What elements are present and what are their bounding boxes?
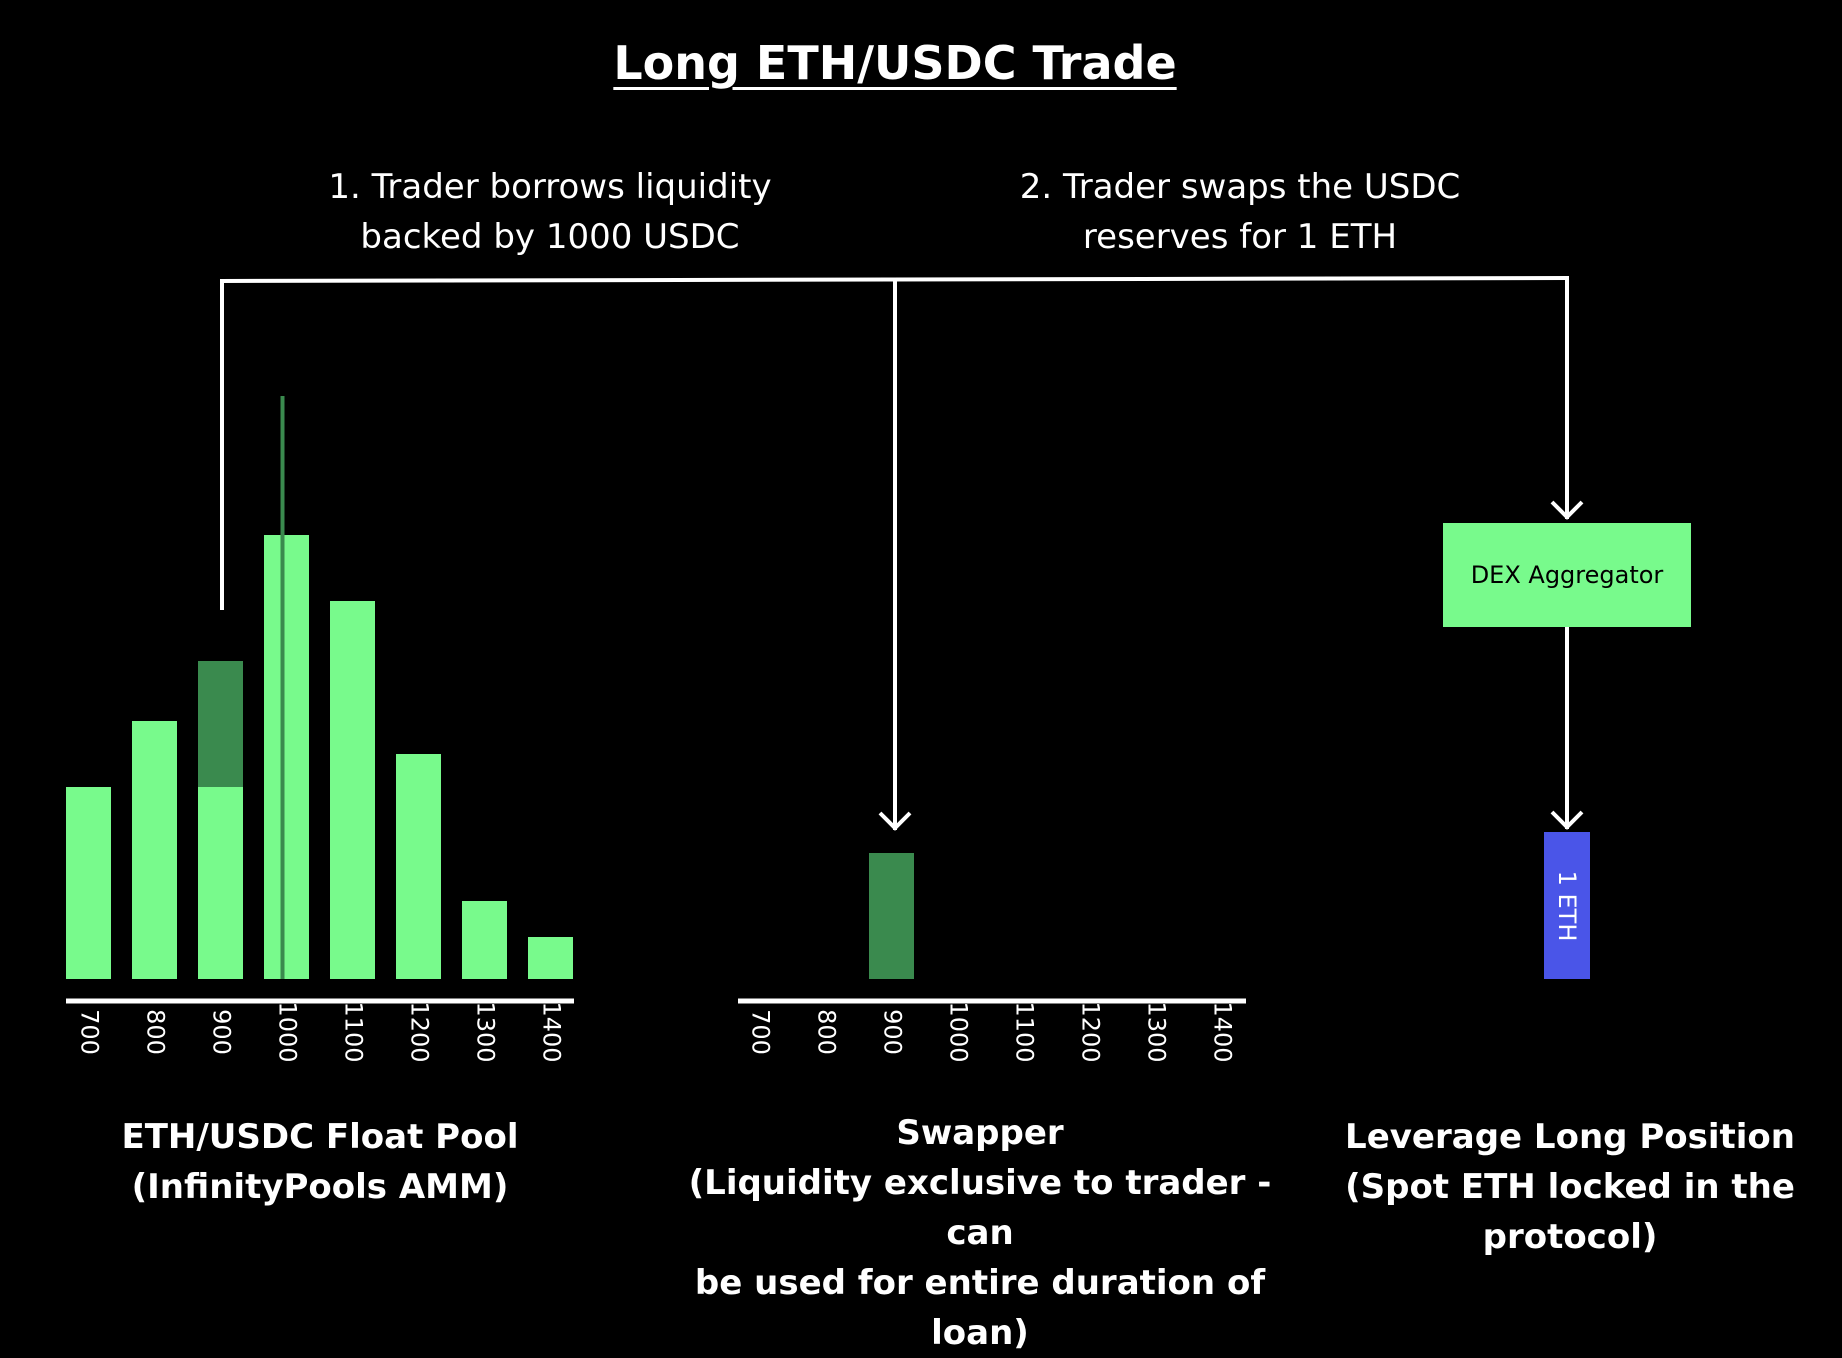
- tick-label-1100: 1100: [1011, 1001, 1039, 1062]
- pool-caption: ETH/USDC Float Pool (InfinityPools AMM): [121, 1117, 519, 1207]
- tick-label-1400: 1400: [1209, 1001, 1237, 1062]
- tick-label-1400: 1400: [538, 1001, 566, 1062]
- tick-label-900: 900: [879, 1009, 907, 1055]
- tick-label-1000: 1000: [274, 1001, 302, 1062]
- eth-token-box: 1 ETH: [1544, 832, 1590, 979]
- tick-label-1200: 1200: [1077, 1001, 1105, 1062]
- bar-liquidity-800: [132, 721, 177, 979]
- bar-liquidity-1000: [264, 535, 309, 979]
- tick-label-700: 700: [747, 1009, 775, 1055]
- tick-label-1000: 1000: [945, 1001, 973, 1062]
- bar-liquidity-1300: [462, 901, 507, 979]
- bar-liquidity-900: [198, 787, 243, 979]
- swapper-caption: Swapper (Liquidity exclusive to trader -…: [688, 1113, 1272, 1353]
- step-1-label: 1. Trader borrows liquidity backed by 10…: [328, 167, 772, 257]
- diagram-svg: 700 800 900 1000 1100 1200 1300 1400 700 800 900 1…: [66, 275, 1584, 1063]
- swapper-arrow-head: [878, 811, 912, 831]
- dex-aggregator-box: DEX Aggregator: [1443, 523, 1691, 627]
- bar-liquidity-1400: [528, 937, 573, 979]
- swapper-chart: 700 800 900 1000 1100 1200 1300 1400: [738, 853, 1246, 1063]
- step-2-label: 2. Trader swaps the USDC reserves for 1 …: [1019, 167, 1461, 257]
- bar-liquidity-1100: [330, 601, 375, 979]
- tick-label-900: 900: [208, 1009, 236, 1055]
- tick-label-800: 800: [813, 1009, 841, 1055]
- bar-borrowed-900: [198, 661, 243, 787]
- dex-aggregator-label: DEX Aggregator: [1470, 561, 1664, 589]
- tick-label-1300: 1300: [1143, 1001, 1171, 1062]
- leverage-caption: Leverage Long Position (Spot ETH locked …: [1345, 1117, 1795, 1257]
- tick-label-1100: 1100: [340, 1001, 368, 1062]
- eth-arrow-head: [1550, 810, 1584, 830]
- tick-label-1200: 1200: [406, 1001, 434, 1062]
- pool-chart: 700 800 900 1000 1100 1200 1300 1400: [66, 396, 574, 1063]
- tick-label-1300: 1300: [472, 1001, 500, 1062]
- bar-borrowed-900: [869, 853, 914, 979]
- tick-label-800: 800: [142, 1009, 170, 1055]
- bar-liquidity-1200: [396, 754, 441, 979]
- bar-liquidity-700: [66, 787, 111, 979]
- tick-label-700: 700: [76, 1009, 104, 1055]
- page-title: Long ETH/USDC Trade: [613, 36, 1177, 90]
- eth-token-label: 1 ETH: [1553, 870, 1581, 941]
- diagram-canvas: 700 800 900 1000 1100 1200 1300 1400 700 800 900 1…: [66, 36, 1795, 1353]
- flow-connectors: [219, 275, 1584, 831]
- dex-arrow-head: [1550, 500, 1584, 520]
